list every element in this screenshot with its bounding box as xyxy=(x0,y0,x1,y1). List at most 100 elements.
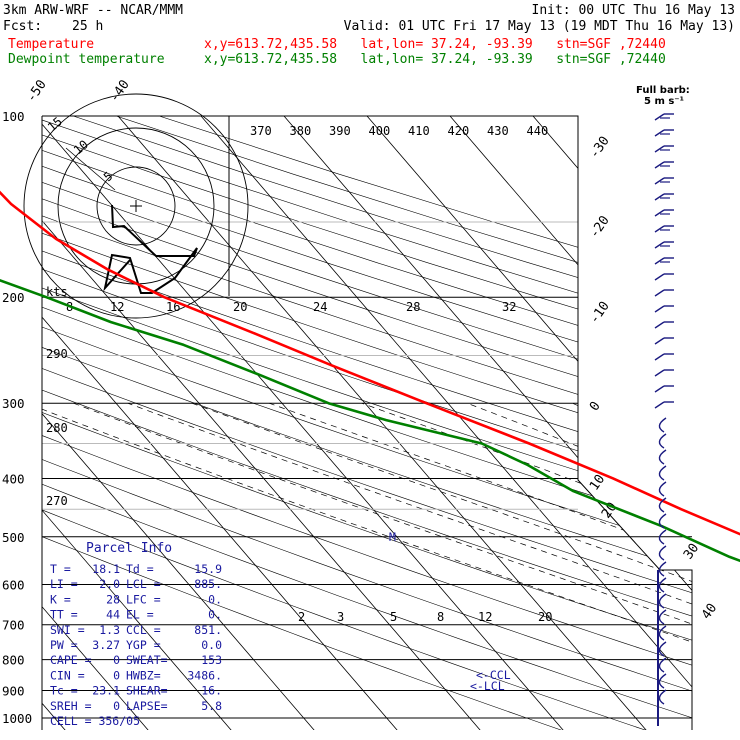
parcel-field-value: 0. xyxy=(208,592,222,606)
isotherm-label: -50 xyxy=(24,77,50,105)
parcel-field-value: 0 xyxy=(113,699,120,713)
parcel-field-label: SHEAR= xyxy=(126,684,168,698)
dry-adiabat xyxy=(42,116,692,730)
hodograph-speed-label: 20 xyxy=(233,300,247,314)
plot-border xyxy=(41,115,693,730)
forecast-label: Fcst: xyxy=(3,19,43,34)
wind-barb xyxy=(658,593,667,609)
dry-adiabat xyxy=(42,116,692,730)
parcel-field-label: SWI = xyxy=(50,623,85,637)
parcel-field-value: 15.9 xyxy=(194,562,222,576)
temperature-location: x,y=613.72,435.58 lat,lon= 37.24, -93.39… xyxy=(204,37,666,52)
wind-barb xyxy=(658,673,667,689)
dewpoint-profile xyxy=(0,279,740,563)
valid-time: Valid: 01 UTC Fri 17 May 13 (19 MDT Thu … xyxy=(343,19,735,34)
wind-barb xyxy=(658,641,667,657)
theta-e-label: 400 xyxy=(369,124,391,138)
model-title: 3km ARW-WRF -- NCAR/MMM xyxy=(3,3,184,18)
parcel-field-value: 44 xyxy=(106,608,120,622)
dry-adiabat xyxy=(42,116,692,730)
parcel-field-value: 28 xyxy=(106,592,120,606)
pressure-label: 600 xyxy=(2,577,25,592)
forecast-hours: 25 h xyxy=(72,19,104,34)
wind-barb xyxy=(654,257,665,265)
wind-barb xyxy=(654,353,665,361)
parcel-field-label: Td = xyxy=(126,562,154,576)
dry-adiabat xyxy=(42,116,692,730)
wind-barb xyxy=(658,625,667,641)
parcel-field-value: 23.1 xyxy=(92,684,120,698)
isotherm-label: -10 xyxy=(587,299,613,327)
wind-barb xyxy=(658,497,667,513)
dry-adiabat-label: 270 xyxy=(46,494,68,508)
hodograph-ring-label: 5 xyxy=(101,169,116,184)
level-markers: <-CCL<-LCL M xyxy=(389,530,511,693)
isotherm-label: 40 xyxy=(699,601,720,622)
isotherm xyxy=(615,116,692,730)
wind-barb xyxy=(654,241,665,249)
pressure-label: 1000 xyxy=(2,711,32,726)
theta-e-label: 440 xyxy=(527,124,549,138)
parcel-field-label: CAPE = xyxy=(50,653,92,667)
wind-barb xyxy=(654,113,665,121)
parcel-field-label: LAPSE= xyxy=(126,699,168,713)
parcel-info-title: Parcel Info xyxy=(86,541,172,556)
parcel-field-value: 0.0 xyxy=(201,638,222,652)
hodograph-ring xyxy=(96,166,176,246)
wind-barb xyxy=(658,417,667,433)
parcel-field-label: LFC = xyxy=(126,592,161,606)
pressure-label: 700 xyxy=(2,618,25,633)
dry-adiabat xyxy=(42,116,648,730)
dry-adiabat xyxy=(42,116,692,730)
wind-barb xyxy=(658,689,667,705)
sounding-profiles xyxy=(0,190,740,563)
wind-barb xyxy=(658,529,667,545)
pressure-label: 400 xyxy=(2,471,25,486)
wind-barb xyxy=(658,481,667,497)
parcel-field-label: CIN = xyxy=(50,668,85,682)
pressure-label: 200 xyxy=(2,290,25,305)
parcel-field-label: EL = xyxy=(126,608,154,622)
isotherm xyxy=(366,116,692,730)
parcel-info-panel: Parcel Info T = 18.1 Td = 15.9 LI = 2.0 LCL = 88… xyxy=(50,541,222,728)
dry-adiabat xyxy=(73,116,692,730)
wind-barb xyxy=(654,177,665,185)
parcel-field-label: Tc = xyxy=(50,684,78,698)
dry-adiabat xyxy=(42,116,692,730)
wind-barb xyxy=(654,305,665,313)
theta-e-label: 370 xyxy=(250,124,272,138)
m-marker: M xyxy=(389,530,396,544)
wind-barb xyxy=(654,401,665,409)
wind-barbs xyxy=(654,113,674,726)
dry-adiabat xyxy=(42,116,692,730)
wind-barb xyxy=(654,369,665,377)
parcel-field-value: 0 xyxy=(113,653,120,667)
barb-legend-unit: 5 m s⁻¹ xyxy=(644,96,684,107)
parcel-field-value: 3486. xyxy=(187,668,222,682)
isotherm-lines xyxy=(42,116,740,731)
wind-barb xyxy=(658,433,667,449)
hodograph-trace xyxy=(103,204,198,294)
parcel-field-label: CCL = xyxy=(126,623,161,637)
pressure-label: 100 xyxy=(2,109,25,124)
isotherm xyxy=(42,116,232,730)
isotherm xyxy=(699,116,740,731)
dry-adiabat xyxy=(42,116,692,730)
parcel-field-value: 16. xyxy=(201,684,222,698)
parcel-field-value: 3.27 xyxy=(92,638,120,652)
parcel-field-label: SREH = xyxy=(50,699,92,713)
moist-adiabat xyxy=(73,402,692,730)
wind-barb xyxy=(654,193,665,201)
hodograph-ring xyxy=(23,93,249,319)
wind-barb xyxy=(658,657,667,673)
pressure-label: 900 xyxy=(2,683,25,698)
isotherm xyxy=(117,116,647,730)
pressure-label: 300 xyxy=(2,396,25,411)
temperature-legend-label: Temperature xyxy=(8,37,95,52)
lcl-marker: <-LCL xyxy=(470,679,505,693)
parcel-field-label: LCL = xyxy=(126,577,161,591)
wind-barb xyxy=(654,129,665,137)
wind-barb xyxy=(654,321,665,329)
barb-legend-title: Full barb: xyxy=(636,85,690,96)
